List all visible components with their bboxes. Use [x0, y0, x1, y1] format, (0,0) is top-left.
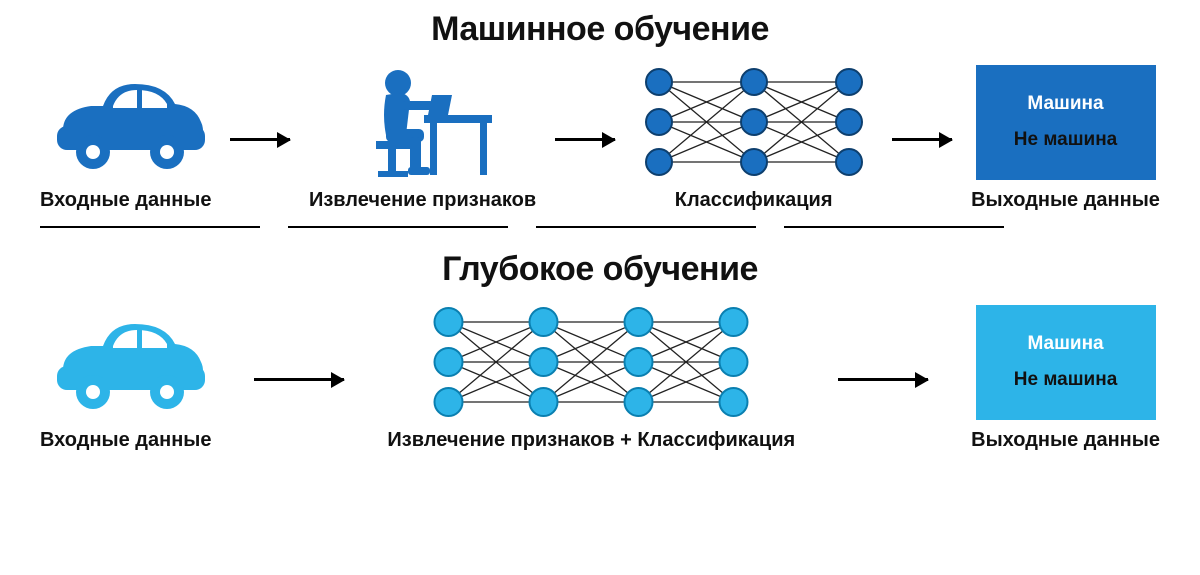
ml-input-label: Входные данные — [40, 189, 211, 212]
ml-input-stage: Входные данные — [40, 67, 211, 212]
person-desk-icon — [348, 67, 498, 177]
ml-output-label: Выходные данные — [971, 189, 1160, 212]
dl-output-label: Выходные данные — [971, 429, 1160, 452]
arrow-icon — [892, 85, 952, 195]
car-icon — [43, 67, 208, 177]
ml-feature-stage: Извлечение признаков — [309, 67, 536, 212]
output-class-2: Не машина — [1014, 369, 1118, 391]
output-box: Машина Не машина — [976, 65, 1156, 180]
ml-output-stage: Машина Не машина Выходные данные — [971, 67, 1160, 212]
dl-title: Глубокое обучение — [40, 250, 1160, 289]
divider-lines — [40, 226, 1160, 228]
car-icon — [43, 307, 208, 417]
dl-input-label: Входные данные — [40, 429, 211, 452]
arrow-icon — [555, 85, 615, 195]
dl-input-stage: Входные данные — [40, 307, 211, 452]
ml-row: Входные данные — [40, 67, 1160, 212]
ml-title: Машинное обучение — [40, 10, 1160, 49]
neural-net-icon — [416, 307, 766, 417]
output-class-1: Машина — [1027, 333, 1103, 355]
dl-combined-label: Извлечение признаков + Классификация — [387, 429, 795, 452]
output-box: Машина Не машина — [976, 305, 1156, 420]
dl-row: Входные данные Извлечение признаков + Кл… — [40, 307, 1160, 452]
arrow-icon — [230, 85, 290, 195]
ml-classify-stage: Классификация — [634, 67, 874, 212]
ml-feature-label: Извлечение признаков — [309, 189, 536, 212]
dl-combined-stage: Извлечение признаков + Классификация — [387, 307, 795, 452]
neural-net-icon — [634, 67, 874, 177]
dl-output-stage: Машина Не машина Выходные данные — [971, 307, 1160, 452]
arrow-icon — [254, 325, 344, 435]
arrow-icon — [838, 325, 928, 435]
ml-classify-label: Классификация — [675, 189, 833, 212]
output-class-1: Машина — [1027, 93, 1103, 115]
output-class-2: Не машина — [1014, 129, 1118, 151]
